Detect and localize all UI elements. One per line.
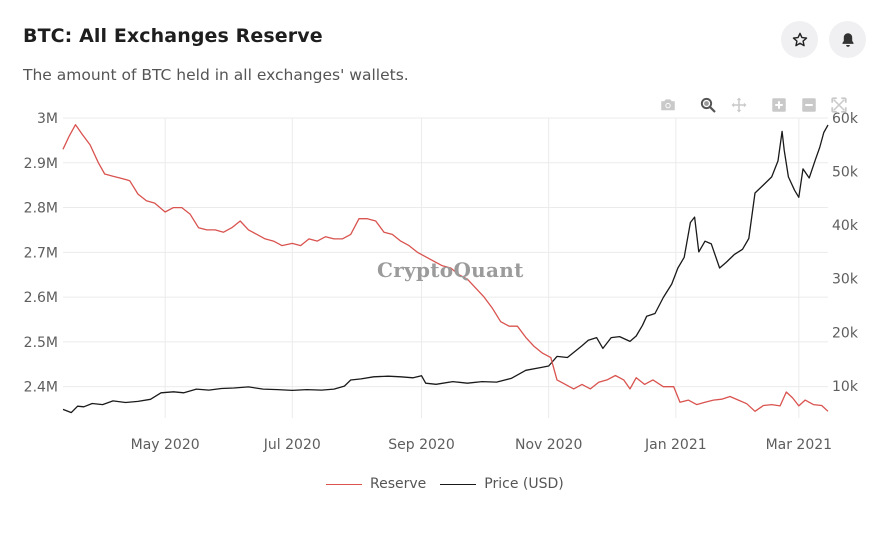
camera-icon	[661, 99, 675, 111]
zoom-out-icon	[802, 98, 816, 112]
legend-item-price[interactable]: Price (USD)	[440, 476, 564, 492]
legend-swatch-reserve	[326, 483, 362, 485]
x-tick-label: Mar 2021	[766, 437, 833, 453]
legend-item-reserve[interactable]: Reserve	[326, 476, 426, 492]
price-line[interactable]	[62, 124, 829, 414]
autoscale-icon	[831, 97, 847, 113]
x-tick-label: Sep 2020	[388, 437, 454, 453]
star-icon	[792, 32, 807, 46]
y-left-tick-label: 2.6M	[24, 290, 58, 306]
series-layer	[62, 124, 829, 414]
y-left-tick-label: 2.4M	[24, 380, 58, 396]
reserve-line[interactable]	[62, 124, 829, 412]
pan-icon	[731, 97, 747, 113]
watermark: CryptoQuant	[377, 258, 524, 282]
legend-label-price: Price (USD)	[484, 476, 564, 492]
y-right-tick-label: 30k	[832, 272, 859, 288]
zoom-icon	[700, 97, 716, 113]
favorite-button[interactable]	[781, 21, 818, 58]
zoom-out-button[interactable]	[799, 95, 819, 115]
y-right-tick-label: 10k	[832, 379, 859, 395]
x-tick-label: Nov 2020	[515, 437, 582, 453]
y-right-tick-label: 50k	[832, 165, 859, 181]
x-tick-label: May 2020	[131, 437, 200, 453]
axes: May 2020 Jul 2020 Sep 2020 Nov 2020 Jan 2021…	[24, 111, 859, 453]
y-right-tick-label: 60k	[832, 111, 859, 127]
y-left-tick-label: 2.7M	[24, 245, 58, 261]
y-left-tick-label: 2.8M	[24, 201, 58, 217]
download-image-button[interactable]	[658, 95, 678, 115]
y-left-tick-label: 2.9M	[24, 156, 58, 172]
y-right-tick-label: 40k	[832, 218, 859, 234]
grid	[63, 117, 828, 418]
x-tick-label: Jul 2020	[263, 437, 321, 453]
legend: Reserve Price (USD)	[326, 475, 578, 493]
y-left-tick-label: 3M	[37, 111, 58, 127]
alert-button[interactable]	[829, 21, 866, 58]
zoom-in-button[interactable]	[769, 95, 789, 115]
chart-subtitle: The amount of BTC held in all exchanges'…	[23, 66, 409, 84]
chart-title: BTC: All Exchanges Reserve	[23, 25, 323, 47]
zoom-button[interactable]	[698, 95, 718, 115]
zoom-in-icon	[772, 98, 786, 112]
y-right-tick-label: 20k	[832, 325, 859, 341]
legend-swatch-price	[440, 483, 477, 485]
x-tick-label: Jan 2021	[644, 437, 707, 453]
autoscale-button[interactable]	[829, 95, 849, 115]
bell-icon	[841, 32, 854, 47]
legend-label-reserve: Reserve	[370, 476, 427, 492]
y-left-tick-label: 2.5M	[24, 335, 58, 351]
pan-button[interactable]	[729, 95, 749, 115]
